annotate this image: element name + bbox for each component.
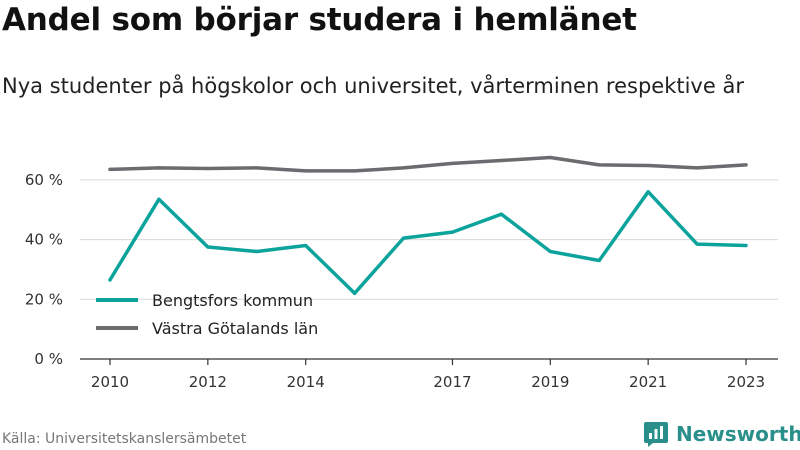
data-point	[108, 278, 112, 282]
x-tick-label: 2017	[433, 373, 471, 391]
data-point	[597, 163, 601, 167]
data-point	[304, 169, 308, 173]
data-point	[108, 167, 112, 172]
chart-title: Andel som börjar studera i hemlänet	[2, 2, 637, 38]
data-point	[450, 230, 455, 234]
data-point	[646, 163, 650, 168]
data-point	[499, 212, 503, 216]
legend-label: Bengtsfors kommun	[152, 291, 313, 310]
source-note: Källa: Universitetskanslersämbetet	[2, 431, 247, 447]
series-line	[108, 190, 748, 296]
x-tick-label: 2019	[531, 373, 569, 391]
data-point	[499, 158, 503, 163]
data-point	[304, 243, 308, 248]
y-tick-label: 60 %	[25, 171, 63, 189]
data-point	[695, 166, 699, 170]
series-lines	[108, 155, 748, 296]
data-point	[548, 155, 552, 160]
data-point	[646, 190, 650, 194]
legend-label: Västra Götalands län	[152, 319, 318, 338]
data-point	[695, 242, 699, 246]
data-point	[744, 163, 748, 167]
data-point	[401, 166, 406, 170]
data-point	[548, 249, 552, 254]
data-point	[353, 169, 357, 173]
x-tick-label: 2023	[727, 373, 765, 391]
line-chart: 0 % 20 % 40 % 60 % 2010 2012 2014 2017 2019 2021…	[25, 155, 778, 391]
data-point	[744, 243, 748, 248]
x-tick-label: 2014	[287, 373, 325, 391]
data-point	[401, 236, 406, 240]
legend: Bengtsfors kommun Västra Götalands län	[96, 291, 318, 338]
series-line	[108, 155, 748, 173]
data-point	[255, 249, 259, 254]
newsworthy-logo-icon	[644, 422, 668, 447]
y-tick-label: 20 %	[25, 290, 63, 308]
data-point	[450, 161, 455, 166]
chart-subtitle: Nya studenter på högskolor och universit…	[2, 74, 744, 98]
brand-logo: Newsworthy	[643, 420, 800, 448]
x-tick-label: 2012	[189, 373, 227, 391]
data-point	[255, 166, 259, 170]
y-tick-label: 0 %	[34, 350, 63, 368]
series-group	[108, 155, 748, 173]
x-tick-label: 2010	[91, 373, 129, 391]
x-axis: 2010 2012 2014 2017 2019 2021 2023	[80, 358, 778, 391]
series-group	[108, 190, 748, 296]
data-point	[157, 197, 161, 201]
data-point	[206, 166, 210, 171]
y-axis-tick-labels: 0 % 20 % 40 % 60 %	[25, 171, 63, 368]
data-point	[597, 258, 601, 263]
y-tick-label: 40 %	[25, 231, 63, 249]
grid-lines	[80, 179, 778, 300]
data-point	[157, 166, 161, 170]
brand-name: Newsworthy	[676, 422, 800, 446]
data-point	[206, 245, 210, 249]
x-tick-label: 2021	[629, 373, 667, 391]
data-point	[353, 291, 357, 295]
